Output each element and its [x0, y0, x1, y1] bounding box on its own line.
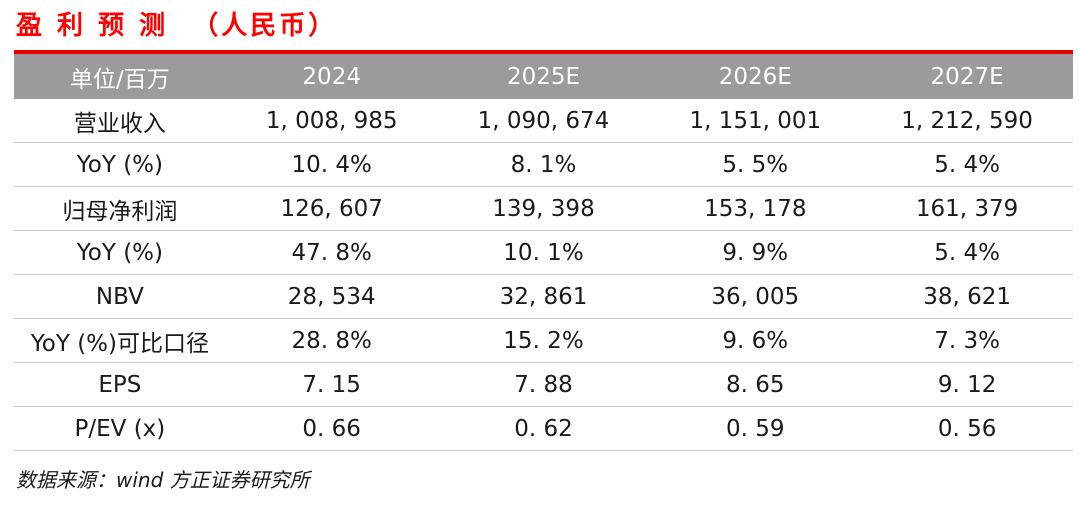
- row-label: 营业收入: [14, 99, 226, 143]
- table-cell: 15. 2%: [437, 318, 650, 363]
- table-row-pev: P/EV (x) 0. 66 0. 62 0. 59 0. 56: [14, 406, 1073, 451]
- table-cell: 8. 65: [649, 362, 862, 407]
- profit-forecast-table: 单位/百万 2024 2025E 2026E 2027E 营业收入 1, 008…: [14, 50, 1073, 451]
- row-label: 归母净利润: [14, 186, 226, 231]
- header-row: 单位/百万 2024 2025E 2026E 2027E: [14, 52, 1073, 99]
- table-cell: 7. 15: [225, 362, 438, 407]
- table-body: 营业收入 1, 008, 985 1, 090, 674 1, 151, 001…: [14, 99, 1073, 451]
- table-cell: 126, 607: [225, 186, 438, 231]
- row-label: YoY (%): [14, 230, 226, 275]
- table-row-revenue-yoy: YoY (%) 10. 4% 8. 1% 5. 5% 5. 4%: [14, 142, 1073, 187]
- table-cell: 0. 66: [225, 406, 438, 451]
- table-cell: 9. 6%: [649, 318, 862, 363]
- column-header-2026e: 2026E: [649, 52, 862, 99]
- table-header: 单位/百万 2024 2025E 2026E 2027E: [14, 52, 1073, 99]
- table-cell: 0. 62: [437, 406, 650, 451]
- column-header-2024: 2024: [225, 52, 438, 99]
- column-header-2025e: 2025E: [437, 52, 650, 99]
- table-row-net-profit: 归母净利润 126, 607 139, 398 153, 178 161, 37…: [14, 186, 1073, 231]
- column-header-unit: 单位/百万: [14, 52, 226, 99]
- table-cell: 36, 005: [649, 274, 862, 319]
- table-cell: 1, 151, 001: [649, 99, 862, 143]
- table-cell: 5. 4%: [861, 142, 1073, 187]
- table-cell: 161, 379: [861, 186, 1073, 231]
- row-label: NBV: [14, 274, 226, 319]
- row-label: EPS: [14, 362, 226, 407]
- table-cell: 28. 8%: [225, 318, 438, 363]
- table-cell: 5. 5%: [649, 142, 862, 187]
- table-cell: 10. 4%: [225, 142, 438, 187]
- table-cell: 139, 398: [437, 186, 650, 231]
- table-cell: 9. 12: [861, 362, 1073, 407]
- table-row-net-profit-yoy: YoY (%) 47. 8% 10. 1% 9. 9% 5. 4%: [14, 230, 1073, 275]
- table-cell: 8. 1%: [437, 142, 650, 187]
- table-cell: 32, 861: [437, 274, 650, 319]
- table-row-nbv: NBV 28, 534 32, 861 36, 005 38, 621: [14, 274, 1073, 319]
- page-title: 盈 利 预 测 （人民币）: [16, 11, 338, 41]
- table-cell: 0. 56: [861, 406, 1073, 451]
- row-label: YoY (%)可比口径: [14, 318, 226, 363]
- column-header-2027e: 2027E: [861, 52, 1073, 99]
- table-cell: 1, 090, 674: [437, 99, 650, 143]
- table-cell: 9. 9%: [649, 230, 862, 275]
- table-cell: 153, 178: [649, 186, 862, 231]
- table-cell: 10. 1%: [437, 230, 650, 275]
- table-cell: 5. 4%: [861, 230, 1073, 275]
- table-cell: 1, 008, 985: [225, 99, 438, 143]
- table-row-revenue: 营业收入 1, 008, 985 1, 090, 674 1, 151, 001…: [14, 99, 1073, 143]
- table-cell: 7. 3%: [861, 318, 1073, 363]
- row-label: P/EV (x): [14, 406, 226, 451]
- table-cell: 0. 59: [649, 406, 862, 451]
- table-cell: 38, 621: [861, 274, 1073, 319]
- table-cell: 28, 534: [225, 274, 438, 319]
- row-label: YoY (%): [14, 142, 226, 187]
- table-row-nbv-yoy-comparable: YoY (%)可比口径 28. 8% 15. 2% 9. 6% 7. 3%: [14, 318, 1073, 363]
- table-row-eps: EPS 7. 15 7. 88 8. 65 9. 12: [14, 362, 1073, 407]
- table-cell: 7. 88: [437, 362, 650, 407]
- table-cell: 47. 8%: [225, 230, 438, 275]
- table-cell: 1, 212, 590: [861, 99, 1073, 143]
- data-source-note: 数据来源：wind 方正证券研究所: [16, 468, 310, 492]
